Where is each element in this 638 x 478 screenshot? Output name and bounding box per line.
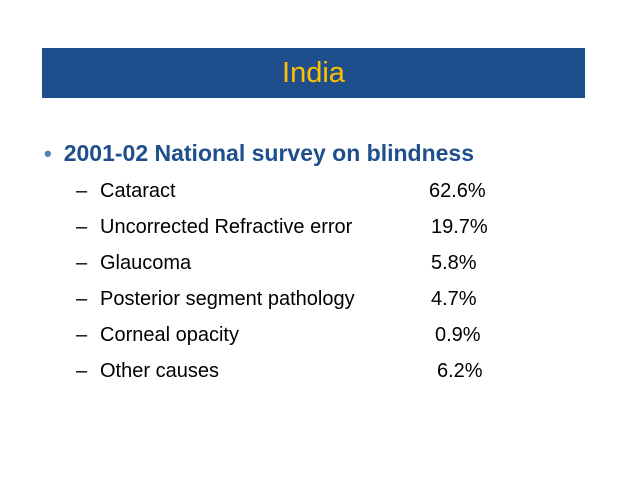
cause-percentage: 62.6% [429, 180, 486, 202]
cause-percentage: 0.9% [435, 324, 481, 346]
cause-percentage: 6.2% [437, 360, 483, 382]
dash-icon: – [76, 360, 88, 382]
dash-icon: – [76, 324, 88, 346]
survey-heading: 2001-02 National survey on blindness [63, 140, 475, 166]
dash-icon: – [76, 180, 88, 202]
cause-label: Cataract [100, 180, 176, 202]
dash-icon: – [76, 288, 88, 310]
dash-icon: – [76, 252, 88, 274]
main-bullet: • 2001-02 National survey on blindness [44, 140, 474, 167]
cause-percentage: 5.8% [431, 252, 477, 274]
dash-icon: – [76, 216, 88, 238]
cause-label: Glaucoma [100, 252, 192, 274]
slide-title-bar: India [42, 48, 585, 98]
cause-label: Posterior segment pathology [100, 288, 355, 310]
cause-percentage: 4.7% [431, 288, 477, 310]
cause-label: Uncorrected Refractive error [100, 216, 353, 238]
cause-label: Other causes [100, 360, 219, 382]
bullet-icon: • [44, 141, 52, 166]
cause-percentage: 19.7% [431, 216, 488, 238]
slide-title: India [282, 56, 345, 89]
cause-label: Corneal opacity [100, 324, 239, 346]
